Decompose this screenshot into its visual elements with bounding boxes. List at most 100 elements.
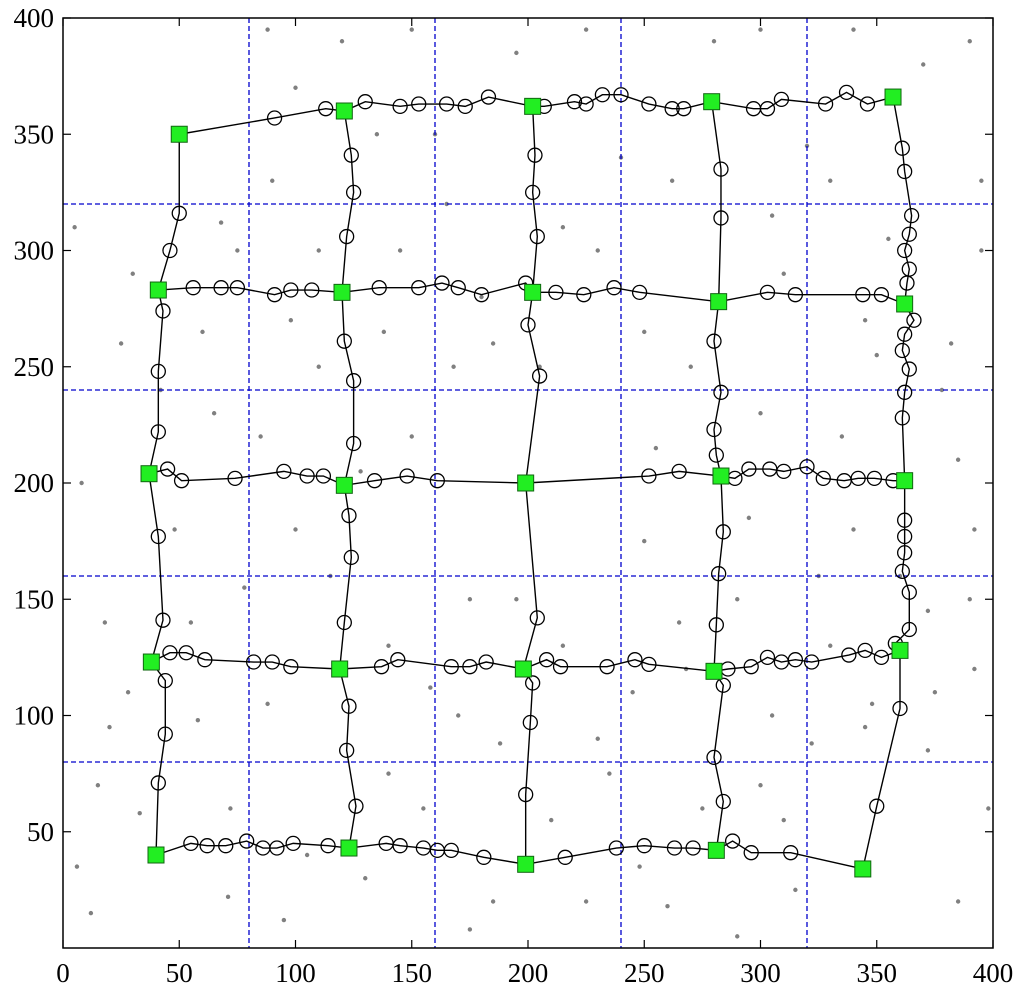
background-point xyxy=(642,329,647,335)
background-point xyxy=(979,248,984,253)
background-point xyxy=(386,643,391,648)
background-point xyxy=(804,143,810,149)
node xyxy=(705,662,723,680)
background-point xyxy=(235,248,240,253)
path-point xyxy=(473,287,490,303)
path-point xyxy=(478,654,494,670)
background-point xyxy=(281,917,287,923)
node xyxy=(142,653,160,671)
path-point xyxy=(336,614,352,631)
background-point xyxy=(118,341,124,346)
path-point xyxy=(239,833,255,849)
path-point xyxy=(901,226,917,242)
path-point xyxy=(150,528,166,545)
background-point xyxy=(869,701,875,707)
background-point xyxy=(270,178,275,183)
path-point xyxy=(713,384,729,400)
background-point xyxy=(560,225,566,230)
background-point xyxy=(769,713,775,718)
path-point xyxy=(869,798,885,814)
path-point xyxy=(743,659,759,675)
background-point xyxy=(607,771,612,776)
path-point xyxy=(357,94,373,110)
background-point xyxy=(746,515,752,521)
path-point xyxy=(776,463,792,480)
background-point xyxy=(72,225,77,230)
path-point xyxy=(162,645,178,661)
node xyxy=(514,660,532,678)
background-point xyxy=(711,39,717,44)
background-point xyxy=(967,597,972,602)
path-point xyxy=(173,473,190,489)
path-point xyxy=(855,287,871,303)
path-point xyxy=(838,84,855,101)
path-point xyxy=(787,287,804,303)
background-point xyxy=(293,85,298,90)
path-point xyxy=(706,333,722,349)
background-point xyxy=(986,806,991,811)
y-tick-label: 200 xyxy=(14,468,55,498)
path-point xyxy=(345,435,362,452)
path-point xyxy=(613,87,629,103)
background-point xyxy=(363,876,368,881)
background-point xyxy=(428,685,433,690)
background-point xyxy=(637,864,642,869)
background-point xyxy=(228,806,233,811)
background-point xyxy=(862,318,868,323)
background-point xyxy=(700,806,705,811)
x-tick-label: 200 xyxy=(508,958,549,988)
path-point xyxy=(341,698,357,714)
path-point xyxy=(434,275,450,291)
background-point xyxy=(304,852,310,858)
node xyxy=(707,841,725,859)
path-point xyxy=(264,654,280,670)
path-point xyxy=(708,617,724,633)
path-point xyxy=(450,280,466,296)
path-point xyxy=(815,470,831,487)
background-point xyxy=(560,643,566,648)
path-point xyxy=(283,282,299,298)
y-tick-label: 400 xyxy=(14,3,55,33)
background-point xyxy=(288,318,294,323)
path-point xyxy=(199,838,215,854)
path-point xyxy=(366,473,383,489)
background-point xyxy=(225,894,231,900)
background-point xyxy=(769,213,775,218)
background-point xyxy=(421,806,426,811)
node xyxy=(524,97,542,115)
path-point xyxy=(245,654,262,670)
path-point xyxy=(599,659,615,675)
path-point xyxy=(903,207,920,224)
background-point xyxy=(265,27,270,32)
path-point xyxy=(150,775,166,791)
path-point xyxy=(529,610,545,626)
node xyxy=(340,839,358,857)
path-point xyxy=(897,384,913,400)
path-point xyxy=(345,184,362,201)
background-point xyxy=(955,899,961,904)
background-point xyxy=(595,248,600,253)
background-point xyxy=(74,864,80,869)
path-point xyxy=(724,833,741,849)
background-point xyxy=(514,597,519,602)
node xyxy=(710,293,728,311)
path-point xyxy=(518,786,534,803)
background-point xyxy=(948,341,954,346)
path-point xyxy=(685,840,701,856)
path-point xyxy=(894,342,910,359)
y-tick-label: 100 xyxy=(14,701,55,731)
path-point xyxy=(804,654,820,670)
path-point xyxy=(429,473,445,489)
path-point xyxy=(392,98,408,114)
path-point xyxy=(641,468,657,484)
background-point xyxy=(809,741,814,746)
x-tick-label: 0 xyxy=(56,958,70,988)
path-point xyxy=(480,89,497,105)
link-line xyxy=(158,282,905,305)
path-point xyxy=(338,742,355,759)
node xyxy=(147,846,165,864)
path-point xyxy=(631,284,648,301)
path-point xyxy=(706,421,722,438)
path-point xyxy=(157,726,173,742)
